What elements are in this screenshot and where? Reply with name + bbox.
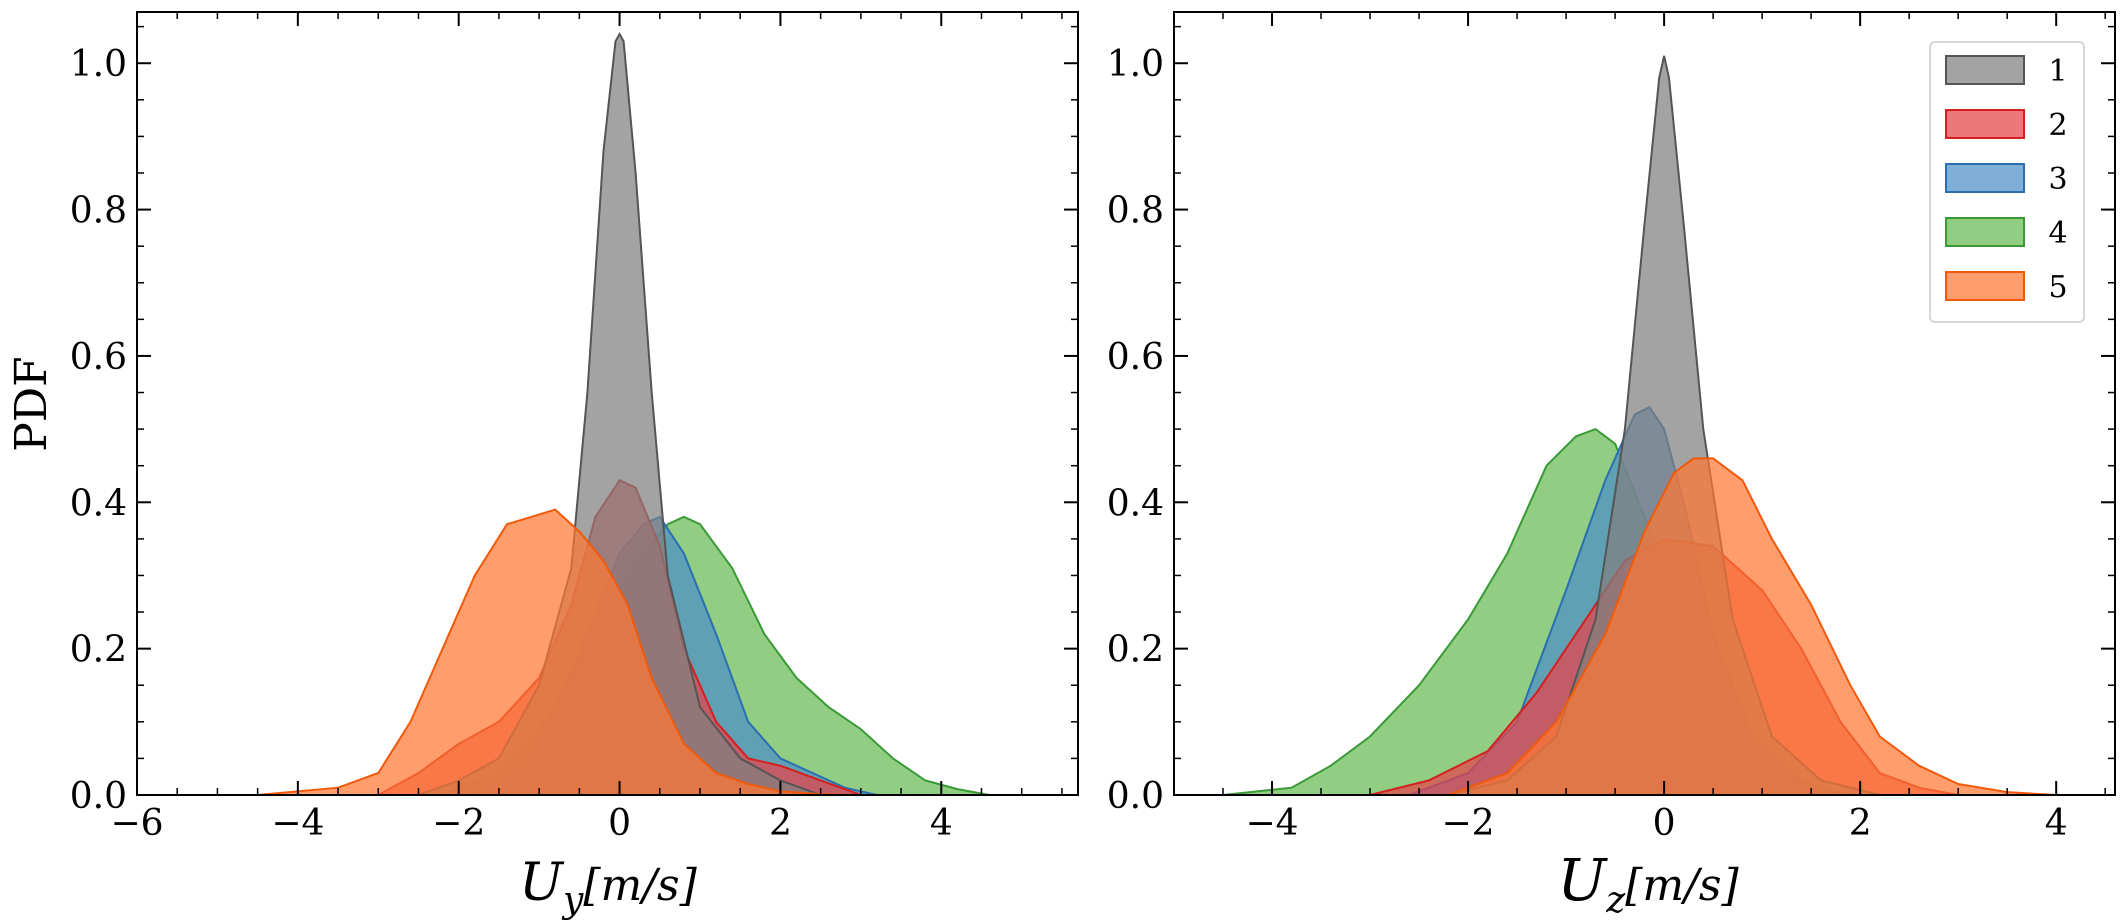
legend-label-4: 4 <box>2048 216 2067 251</box>
y-tick-label: 0.8 <box>1107 191 1164 232</box>
x-tick-label: 4 <box>930 803 953 844</box>
right-plot-ticks: −4 −2 0 2 4 0.0 0.2 0.4 0.6 0.8 1.0 <box>1107 12 2115 844</box>
y-tick-label: 0.6 <box>1107 337 1164 378</box>
y-tick-label: 0.4 <box>70 483 127 524</box>
right-x-axis-title: Uz[m/s] <box>1557 846 1739 921</box>
left-x-axis-title-unit: [m/s] <box>583 860 697 911</box>
right-plot-areas <box>1222 55 2057 795</box>
legend-label-5: 5 <box>2048 270 2067 305</box>
x-tick-label: −4 <box>1245 803 1298 844</box>
legend-swatch-2 <box>1945 109 2025 139</box>
left-x-axis-title-sub: y <box>561 880 584 921</box>
y-tick-label: 1.0 <box>70 44 127 85</box>
legend-swatch-4 <box>1945 217 2025 247</box>
y-tick-label: 0.8 <box>70 191 127 232</box>
y-tick-label: 1.0 <box>1107 44 1164 85</box>
right-plot-panel: −4 −2 0 2 4 0.0 0.2 0.4 0.6 0.8 1.0 Uz[m/s] 1 2 3 4 5 <box>1107 11 2116 921</box>
x-tick-label: 2 <box>769 803 792 844</box>
x-tick-label: −4 <box>271 803 324 844</box>
legend: 1 2 3 4 5 <box>1929 41 2085 323</box>
legend-swatch-5 <box>1945 271 2025 301</box>
legend-label-3: 3 <box>2048 162 2067 197</box>
left-plot-areas <box>257 31 990 795</box>
legend-swatch-1 <box>1945 55 2025 85</box>
right-x-axis-title-main: U <box>1557 846 1608 914</box>
left-x-axis-title: Uy[m/s] <box>519 853 697 921</box>
x-tick-label: −6 <box>110 803 163 844</box>
legend-label-2: 2 <box>2048 108 2067 143</box>
series-5-area <box>257 508 861 795</box>
x-tick-label: 2 <box>1849 803 1872 844</box>
y-tick-label: 0.4 <box>1107 483 1164 524</box>
x-tick-label: −2 <box>432 803 485 844</box>
left-plot-frame <box>136 11 1079 796</box>
legend-label-1: 1 <box>2048 54 2067 89</box>
left-plot-ticks: −6 −4 −2 0 2 4 0.0 0.2 0.4 0.6 0.8 1.0 <box>70 12 1078 844</box>
left-y-axis-title: PDF <box>6 356 57 451</box>
x-tick-label: 0 <box>608 803 631 844</box>
left-x-axis-title-main: U <box>519 853 565 913</box>
y-tick-label: 0.2 <box>70 630 127 671</box>
left-plot-panel: −6 −4 −2 0 2 4 0.0 0.2 0.4 0.6 0.8 1.0 PDF Uy[m/s] <box>6 11 1079 921</box>
right-plot-frame <box>1173 11 2116 796</box>
x-tick-label: 4 <box>2045 803 2068 844</box>
y-tick-label: 0.2 <box>1107 630 1164 671</box>
right-x-axis-title-sub: z <box>1605 880 1626 921</box>
x-tick-label: 0 <box>1653 803 1676 844</box>
right-x-axis-title-unit: [m/s] <box>1625 860 1739 911</box>
x-tick-label: −2 <box>1442 803 1495 844</box>
y-tick-label: 0.0 <box>1107 776 1164 817</box>
y-tick-label: 0.6 <box>70 337 127 378</box>
legend-swatch-3 <box>1945 163 2025 193</box>
series-5-area <box>1448 457 2057 795</box>
y-tick-label: 0.0 <box>70 776 127 817</box>
